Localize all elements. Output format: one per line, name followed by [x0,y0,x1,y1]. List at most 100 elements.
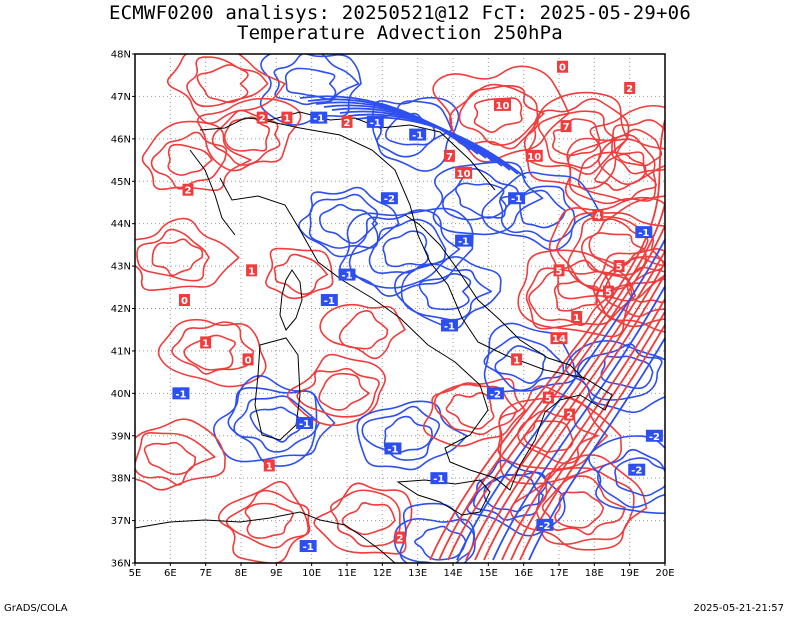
contour-label: 0 [181,296,188,307]
contour-label-box [296,417,314,430]
contour-line [492,284,665,561]
contour-line [519,189,567,229]
contour-line [150,131,228,190]
contour-label-box [635,226,653,239]
contour-line [429,119,665,561]
x-tick-label: 6E [164,568,177,579]
axis-ticks: 5E 6E 7E 8E 9E 10E 11E 12E 13E 14E 15E 16E 17E 18E 19E… [111,50,675,580]
x-tick-label: 14E [443,568,462,579]
title-line-1: ECMWF0200 analisys: 20250521@12 FcT: 202… [109,2,691,24]
contour-line [589,104,665,186]
contour-label: 1 [202,338,209,349]
x-tick-label: 18E [585,568,604,579]
contour-line [183,334,236,371]
contour-label-box [486,387,504,400]
y-tick-label: 39N [111,431,131,442]
contour-line [135,418,226,491]
contour-line [438,198,665,561]
contour-label-box [366,115,384,128]
x-tick-label: 15E [479,568,498,579]
contour-line [296,367,380,418]
contour-line [284,67,337,100]
contour-line [494,345,546,384]
contour-label-box [443,149,455,162]
contour-labels: 22 1 -1 2 -1-110710107-14515514-2-1-1-1-11-2… [172,60,663,553]
x-tick-label: 8E [235,568,248,579]
contour-label: -1 [412,131,423,142]
contour-label: -1 [324,296,335,307]
contour-label: 10 [496,101,510,112]
contour-label: 10 [457,169,471,180]
border-france [189,149,236,236]
contour-label: 1 [283,114,290,125]
y-tick-label: 44N [111,219,131,230]
contour-label-box [645,429,663,442]
contour-label: -1 [175,389,186,400]
contour-line [308,193,379,249]
contour-label-box [172,387,190,400]
contour-line [576,343,663,401]
contour-label-box [281,111,293,124]
contour-line [517,249,633,338]
contour-label: -1 [638,228,649,239]
contour-line [523,91,628,190]
contour-line [244,502,294,539]
contour-label: -2 [539,521,550,532]
contour-line [151,238,204,277]
contour-label-box [493,98,511,111]
contour-line [613,128,663,167]
y-tick-label: 45N [111,177,131,188]
y-tick-label: 42N [111,304,131,315]
contour-label: 7 [563,122,570,133]
contour-line [166,54,286,125]
contour-line [418,272,472,311]
contour-label-box [200,336,212,349]
x-tick-label: 9E [270,568,283,579]
contour-line [196,97,302,172]
contour-label-box [553,264,565,277]
contour-line [483,272,665,561]
contour-line [315,101,487,159]
x-tick-label: 10E [302,568,321,579]
contour-label: -1 [303,542,314,553]
contour-label-box [508,192,526,205]
contour-label-box [628,463,646,476]
coastline-africa [135,511,396,563]
contour-label: -1 [458,237,469,248]
footer-credit: GrADS/COLA [4,603,68,614]
contour-line [519,322,665,561]
y-tick-label: 36N [111,559,131,570]
contour-label-box [564,408,576,421]
contour-label-box [602,285,614,298]
contour-label-box [320,294,338,307]
footer-timestamp: 2025-05-21-21:57 [693,603,784,614]
contour-line [567,216,665,292]
contour-label: -2 [490,389,501,400]
contour-line [548,196,665,302]
contour-line [588,435,665,515]
contour-line [483,336,565,392]
x-tick-label: 19E [620,568,639,579]
contour-line [186,56,269,108]
contour-label-box [557,60,569,73]
contour-line [510,309,665,561]
contour-label: 2 [566,411,573,422]
contour-line [611,119,665,175]
contour-label: -2 [649,432,660,443]
contour-label-box [310,111,328,124]
contour-line [318,372,370,411]
contour-label: -1 [341,271,352,282]
contour-label: 2 [626,84,633,95]
y-tick-label: 40N [111,389,131,400]
contour-line [473,97,523,133]
contour-line [554,491,605,529]
contour-line [225,489,311,549]
contour-label-box [263,459,275,472]
contour-line [135,217,240,291]
x-tick-label: 13E [408,568,427,579]
contour-label-box [560,120,572,133]
y-tick-label: 37N [111,516,131,527]
contour-line [217,481,310,563]
contour-line [299,95,471,151]
contour-line [298,186,400,258]
